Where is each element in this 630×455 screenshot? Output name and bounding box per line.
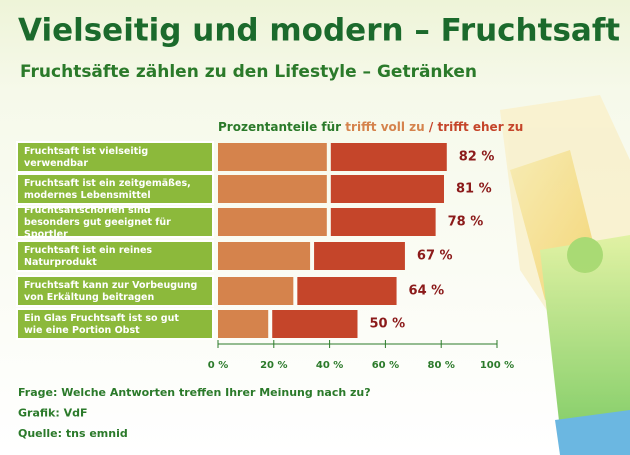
value-label: 81 % xyxy=(456,182,492,197)
x-tick-label: 20 % xyxy=(260,360,287,371)
bar-segment xyxy=(272,310,358,338)
category-box xyxy=(16,275,214,307)
x-tick-label: 40 % xyxy=(316,360,343,371)
legend-prefix: Prozentanteile für xyxy=(218,120,341,134)
note: Grafik: VdF xyxy=(18,407,87,420)
note: Frage: Welche Antworten treffen Ihrer Me… xyxy=(18,386,371,399)
value-label: 64 % xyxy=(409,284,445,299)
legend-entry: trifft voll zu xyxy=(345,120,424,134)
value-label: 82 % xyxy=(459,150,495,165)
category-label: Fruchtsaft ist vielseitig verwendbar xyxy=(24,146,148,169)
x-tick-label: 100 % xyxy=(480,360,514,371)
category-box xyxy=(16,141,214,173)
title: Vielseitig und modern – Fruchtsaft xyxy=(18,13,620,49)
note: Quelle: tns emnid xyxy=(18,427,128,440)
bar-segment xyxy=(314,242,405,270)
bar-segment xyxy=(330,143,447,171)
legend-entry: trifft eher zu xyxy=(437,120,523,134)
x-tick-label: 60 % xyxy=(372,360,399,371)
category-box xyxy=(16,173,214,205)
x-tick-label: 80 % xyxy=(427,360,454,371)
legend: Prozentanteile für trifft voll zu / trif… xyxy=(218,120,523,134)
category-label: Ein Glas Fruchtsaft ist so gut wie eine P… xyxy=(24,313,179,336)
category-label: Fruchtsaft ist ein zeitgemäßes, modernes … xyxy=(24,178,191,201)
decoration xyxy=(500,95,630,455)
bar-segment xyxy=(218,242,311,270)
category-label: Fruchtsaft ist ein reines Naturprodukt xyxy=(24,245,152,268)
category-box xyxy=(16,308,214,340)
subtitle: Fruchtsäfte zählen zu den Lifestyle – Ge… xyxy=(20,62,477,82)
bar-segment xyxy=(218,277,294,305)
category-box xyxy=(16,240,214,272)
category-label: Fruchtsaftschorlen sind besonders gut gee… xyxy=(24,205,171,240)
bar-segment xyxy=(330,208,436,236)
bar-segment xyxy=(218,208,327,236)
bar-segment xyxy=(218,310,269,338)
bar-segment xyxy=(218,175,327,203)
value-label: 50 % xyxy=(370,317,406,332)
value-label: 78 % xyxy=(448,215,484,230)
x-tick-label: 0 % xyxy=(208,360,228,371)
category-label: Fruchtsaft kann zur Vorbeugung von Erkält… xyxy=(24,280,197,303)
value-label: 67 % xyxy=(417,249,453,264)
bar-segment xyxy=(218,143,327,171)
legend-separator: / xyxy=(429,120,434,134)
bar-segment xyxy=(330,175,444,203)
bar-segment xyxy=(297,277,397,305)
category-box xyxy=(16,206,214,238)
